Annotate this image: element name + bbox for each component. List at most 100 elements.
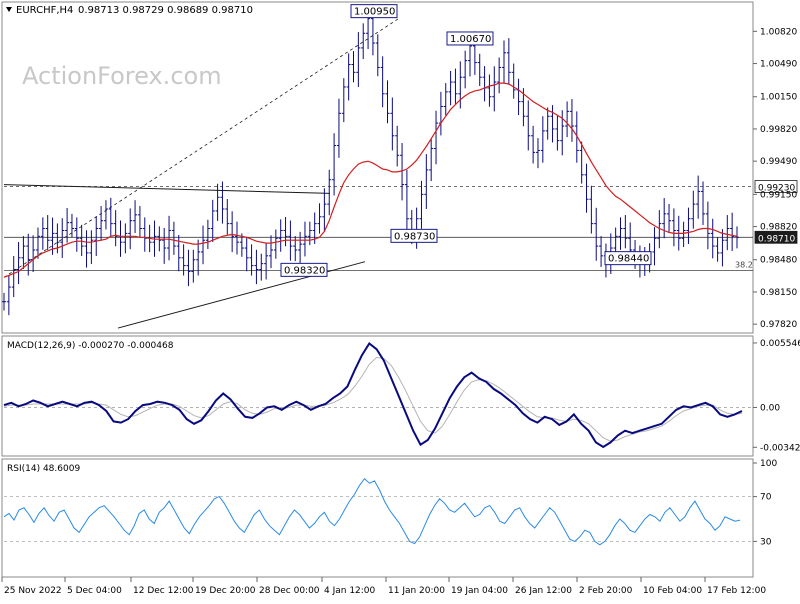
ohlc-bar xyxy=(390,97,395,151)
ohlc-bar xyxy=(79,224,84,257)
ohlc-bar xyxy=(181,244,186,276)
ohlc-bar xyxy=(511,63,516,99)
ohlc-bar xyxy=(283,216,288,247)
ohlc-bar xyxy=(715,237,720,262)
ohlc-bar xyxy=(375,34,380,77)
ohlc-bar xyxy=(89,230,94,265)
ohlc-bar xyxy=(133,200,138,233)
macd-tick-label: 0.00 xyxy=(760,403,780,413)
price-annotation-box xyxy=(446,31,494,46)
macd-plot xyxy=(3,342,753,449)
ohlc-bar xyxy=(696,175,701,219)
time-tick-label: 11 Jan 20:00 xyxy=(388,586,445,596)
ohlc-bar xyxy=(429,138,434,182)
price-tag xyxy=(754,230,798,244)
time-tick-label: 12 Dec 12:00 xyxy=(133,586,194,596)
ohlc-bar xyxy=(453,68,458,104)
rsi-plot xyxy=(3,477,753,546)
time-tick-label: 19 Dec 20:00 xyxy=(195,586,256,596)
time-tick-label: 2 Feb 20:00 xyxy=(579,586,633,596)
ohlc-bar xyxy=(128,208,133,250)
ohlc-bar xyxy=(249,244,254,276)
price-plot: 1.00950 1.00670 0.98730 0.98320 0.98440 38.2 xyxy=(2,4,753,329)
ohlc-bar xyxy=(11,256,16,298)
ohlc-bar xyxy=(84,230,89,268)
symbol-label: EURCHF,H4 xyxy=(16,5,73,16)
ohlc-bar xyxy=(60,218,65,258)
ohlc-bar xyxy=(589,185,594,234)
ohlc-bar xyxy=(186,249,191,287)
price-tick-label: 0.97820 xyxy=(760,320,797,330)
price-tick-label: 1.00490 xyxy=(760,60,797,70)
rsi-panel-frame xyxy=(1,458,754,578)
ohlc-bar xyxy=(657,210,662,249)
ohlc-bar xyxy=(404,169,409,232)
ohlc-bar xyxy=(278,219,283,252)
ohlc-bar xyxy=(526,100,531,151)
ohlc-bar xyxy=(336,98,341,158)
ohlc-bar xyxy=(725,215,730,251)
time-tick-label: 19 Jan 04:00 xyxy=(451,586,508,596)
price-tick-label: 1.00820 xyxy=(760,27,797,37)
time-tick-label: 5 Dec 04:00 xyxy=(67,586,122,596)
ohlc-bar xyxy=(584,163,589,213)
price-axis: 0.99230 0.98710 1.00820 1.00490 1.00150 0.998… xyxy=(753,27,800,547)
ohlc-bar xyxy=(307,221,312,246)
price-annotation-box xyxy=(390,228,438,243)
ohlc-bar xyxy=(671,208,676,247)
ohlc-bar xyxy=(302,221,307,257)
ohlc-bar xyxy=(162,227,167,264)
ohlc-bar xyxy=(273,229,278,259)
ohlc-bar xyxy=(103,200,108,230)
ohlc-bar xyxy=(424,154,429,209)
time-tick-label: 26 Jan 12:00 xyxy=(515,586,572,596)
ohlc-bar xyxy=(35,227,40,259)
ohlc-bar xyxy=(705,201,710,250)
price-tag xyxy=(754,180,798,193)
ohlc-bar xyxy=(113,210,118,247)
price-annotation: 1.00950 xyxy=(354,7,395,18)
ohlc-bar xyxy=(6,275,11,316)
ohlc-bar xyxy=(351,51,356,83)
ohlc-bar xyxy=(191,249,196,283)
projection-trendline xyxy=(3,17,401,278)
ohlc-bar xyxy=(618,217,623,250)
ohlc-bar xyxy=(94,216,99,257)
ohlc-bar xyxy=(463,50,468,89)
time-axis: 25 Nov 2022 5 Dec 04:00 12 Dec 12:00 19 Dec… xyxy=(1,577,766,596)
ohlc-bar xyxy=(458,61,463,109)
price-tick-label: 0.98820 xyxy=(760,223,797,233)
price-annotation-box xyxy=(604,251,652,266)
ohlc-bar xyxy=(123,223,128,254)
macd-panel-frame xyxy=(1,335,754,457)
ohlc-bar xyxy=(487,74,492,107)
collapse-triangle-icon[interactable] xyxy=(6,7,12,12)
price-tag-label: 0.98710 xyxy=(758,234,795,244)
ohlc-bar xyxy=(268,235,273,269)
rsi-title: RSI(14) 48.6009 xyxy=(7,464,80,474)
ohlc-bar xyxy=(599,236,604,267)
rsi-tick-label: 70 xyxy=(760,493,772,503)
ohlc-bar xyxy=(501,40,506,84)
ohlc-bar xyxy=(298,231,303,266)
price-tick-label: 0.99490 xyxy=(760,157,797,167)
ohlc-bar xyxy=(623,215,628,249)
ohlc-bar xyxy=(535,138,540,169)
ohlc-bar xyxy=(327,169,332,216)
price-tick-label: 0.99150 xyxy=(760,190,797,200)
ohlc-bar xyxy=(21,236,26,269)
ohlc-bar xyxy=(720,229,725,267)
watermark: ActionForex.com xyxy=(22,62,222,90)
ohlc-bar xyxy=(346,53,351,101)
ohlc-bar xyxy=(167,215,172,261)
ohlc-bar xyxy=(235,221,240,255)
ohlc-bar xyxy=(332,133,337,196)
ohlc-bar xyxy=(691,190,696,229)
price-annotation: 0.98440 xyxy=(608,254,649,265)
ohlc-bar xyxy=(356,32,361,87)
time-tick-label: 25 Nov 2022 xyxy=(4,586,62,596)
ohlc-bar xyxy=(220,181,225,224)
ohlc-bar xyxy=(497,57,502,94)
